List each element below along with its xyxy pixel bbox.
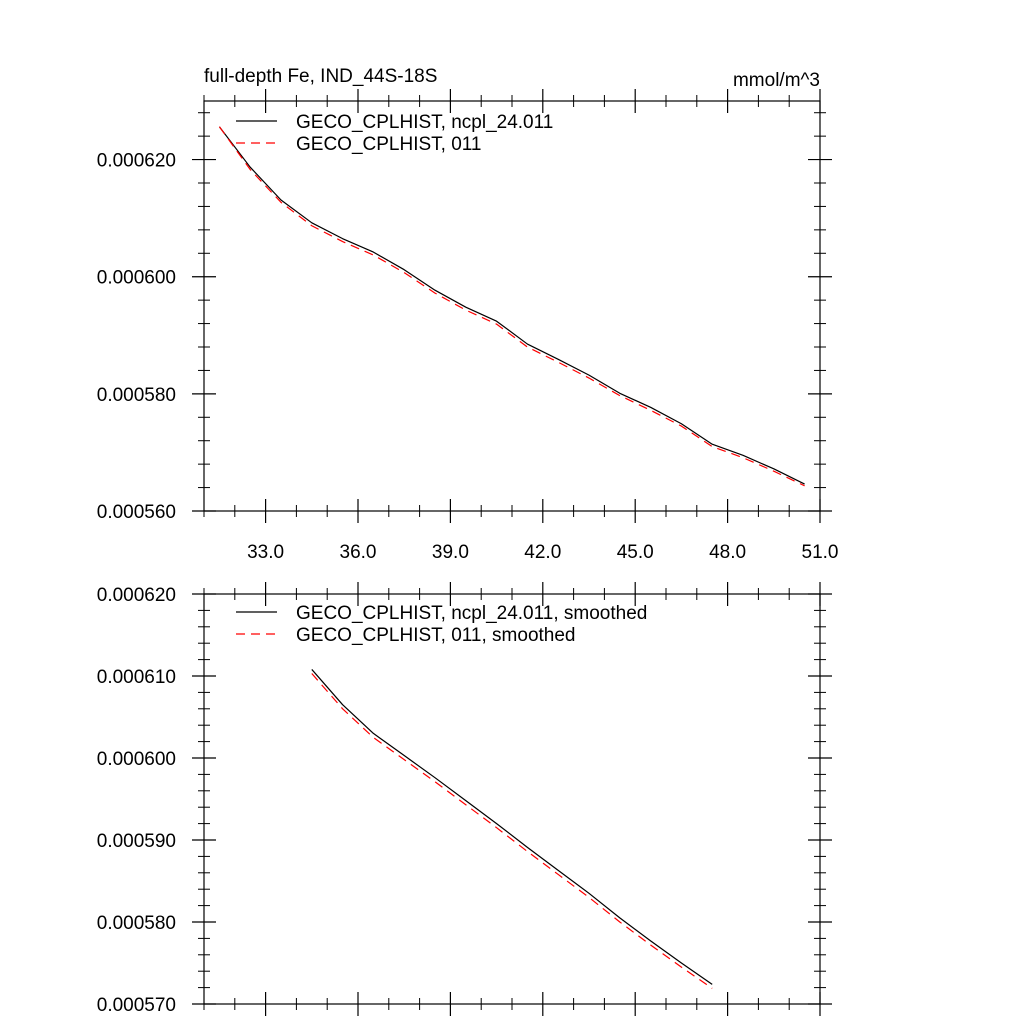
top-panel-series [218,126,805,487]
x-tick-label: 39.0 [432,542,469,563]
legend-label-series-1: GECO_CPLHIST, 011 [296,134,482,155]
x-tick-label: 36.0 [340,542,377,563]
x-tick-label: 33.0 [247,542,284,563]
series-line-0 [311,669,713,985]
x-tick-label: 42.0 [524,542,561,563]
series-line-1 [311,673,713,989]
x-tick-label: 51.0 [802,542,839,563]
y-tick-label: 0.000610 [97,667,176,688]
y-tick-label: 0.000580 [97,913,176,934]
y-tick-label: 0.000570 [97,995,176,1016]
series-line-0 [218,126,805,485]
y-tick-label: 0.000560 [97,502,176,523]
bottom-panel-minor-ticks [198,588,826,1010]
legend-label-series-0: GECO_CPLHIST, ncpl_24.011 [296,112,553,133]
bottom-panel-series [311,669,713,989]
top-panel-y-tick-labels: 0.000560 0.000580 0.000600 0.000620 [97,151,176,523]
legend-label-series-1: GECO_CPLHIST, 011, smoothed [296,625,576,646]
bottom-panel: 0.000570 0.000580 0.000590 0.000600 0.000610… [97,582,832,1016]
x-tick-label: 45.0 [617,542,654,563]
y-tick-label: 0.000590 [97,831,176,852]
series-line-1 [218,126,805,487]
legend-label-series-0: GECO_CPLHIST, ncpl_24.011, smoothed [296,603,647,624]
top-panel-title: full-depth Fe, IND_44S-18S [204,66,437,87]
top-panel-frame [203,100,821,512]
y-tick-label: 0.000600 [97,749,176,770]
y-tick-label: 0.000600 [97,268,176,289]
top-panel-legend: GECO_CPLHIST, ncpl_24.011 GECO_CPLHIST, … [236,112,553,155]
bottom-panel-frame [203,593,821,1005]
top-panel-major-ticks [192,89,832,523]
y-tick-label: 0.000620 [97,151,176,172]
top-panel: full-depth Fe, IND_44S-18S mmol/m^3 33.0… [97,66,839,563]
top-panel-x-tick-labels: 33.0 36.0 39.0 42.0 45.0 48.0 51.0 [247,542,838,563]
bottom-panel-major-ticks [192,582,832,1016]
bottom-panel-y-tick-labels: 0.000570 0.000580 0.000590 0.000600 0.000610… [97,585,176,1016]
bottom-panel-legend: GECO_CPLHIST, ncpl_24.011, smoothed GECO… [236,603,647,646]
y-tick-label: 0.000620 [97,585,176,606]
x-tick-label: 48.0 [709,542,746,563]
top-panel-units: mmol/m^3 [733,70,820,91]
y-tick-label: 0.000580 [97,385,176,406]
